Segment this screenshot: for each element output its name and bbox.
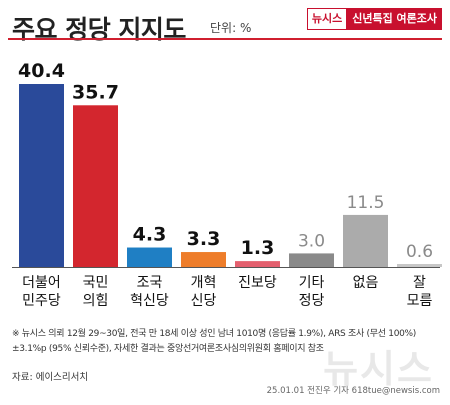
bar	[289, 253, 334, 267]
category-label: 국민	[83, 275, 109, 291]
data-label: 4.3	[133, 224, 167, 246]
category-label: 더불어	[22, 275, 61, 291]
category-label: 진보당	[238, 275, 277, 291]
author-credit: 25.01.01 전진우 기자 618tue@newsis.com	[266, 386, 440, 396]
category-label: 정당	[299, 293, 325, 309]
survey-notes: ※ 뉴시스 의뢰 12월 29~30일, 전국 만 18세 이상 성인 남녀 1…	[12, 327, 440, 357]
category-label: 없음	[353, 275, 379, 291]
data-label: 1.3	[241, 237, 275, 259]
category-label: 모름	[407, 293, 433, 309]
bar	[73, 105, 118, 267]
data-label: 0.6	[406, 242, 433, 262]
title-divider	[8, 38, 442, 40]
data-source: 자료: 에이스리서치	[12, 372, 89, 383]
bar	[235, 261, 280, 267]
bar	[397, 264, 442, 267]
bar	[343, 214, 388, 267]
survey-note-line-2: ±3.1%p (95% 신뢰수준), 자세한 결과는 중앙선거여론조사심의위원회…	[12, 344, 324, 354]
data-label: 40.4	[18, 60, 65, 82]
category-label: 개혁	[191, 275, 217, 291]
bar	[127, 247, 172, 267]
badge-label: 신년특집 여론조사	[347, 8, 442, 30]
bar	[19, 84, 64, 267]
badge-brand: 뉴시스	[306, 8, 348, 30]
data-label: 11.5	[347, 193, 385, 213]
data-label: 35.7	[72, 81, 119, 103]
data-label: 3.0	[298, 231, 325, 251]
category-label: 신당	[191, 293, 217, 309]
data-label: 3.3	[187, 228, 221, 250]
category-label: 조국	[137, 275, 163, 291]
survey-note-line-1: ※ 뉴시스 의뢰 12월 29~30일, 전국 만 18세 이상 성인 남녀 1…	[12, 329, 417, 339]
newsis-badge: 뉴시스 신년특집 여론조사	[306, 8, 442, 30]
category-label: 의힘	[83, 293, 109, 309]
newsis-watermark: 뉴시스	[323, 347, 434, 391]
category-label: 잘	[413, 275, 426, 291]
category-label: 민주당	[22, 293, 61, 309]
unit-label: 단위: %	[210, 21, 252, 35]
bar	[181, 252, 226, 267]
category-label: 혁신당	[130, 293, 169, 309]
category-label: 기타	[299, 275, 325, 291]
